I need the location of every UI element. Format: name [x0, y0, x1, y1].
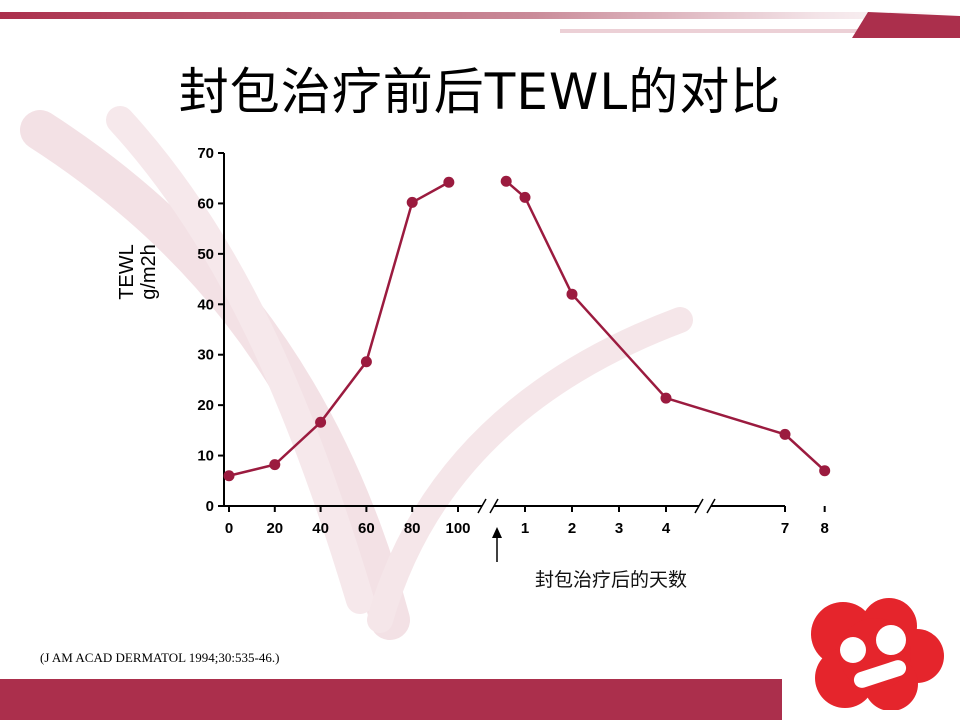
- y-tick-label: 0: [206, 498, 214, 515]
- axis-break-mark: [489, 498, 499, 514]
- data-point: [519, 191, 531, 203]
- data-point: [269, 459, 281, 471]
- data-point: [819, 465, 831, 477]
- x-tick-label: 60: [358, 520, 375, 537]
- x-tick-label: 80: [404, 520, 421, 537]
- x-tick-label: 8: [821, 520, 829, 537]
- citation: (J AM ACAD DERMATOL 1994;30:535-46.): [40, 650, 280, 665]
- bottom-decorative-bar: [0, 679, 782, 720]
- axis-break-mark: [477, 498, 487, 514]
- data-point: [223, 470, 235, 482]
- data-point: [360, 356, 372, 368]
- data-point: [566, 288, 578, 300]
- y-tick-label: 30: [197, 347, 214, 364]
- y-tick-label: 40: [197, 296, 214, 313]
- treatment-start-arrow-icon: [492, 527, 502, 538]
- top-decorative-bar: [0, 12, 960, 38]
- series-line-segment-2: [505, 180, 826, 472]
- data-point: [406, 196, 418, 208]
- x-tick-label: 4: [662, 520, 671, 537]
- x-tick-label: 3: [615, 520, 623, 537]
- y-tick-label: 70: [197, 145, 214, 162]
- x-tick-label: 1: [521, 520, 529, 537]
- data-point: [315, 416, 327, 428]
- x-tick-label: 2: [568, 520, 576, 537]
- slide-title: 封包治疗前后TEWL的对比: [178, 63, 782, 121]
- x-tick-label: 20: [266, 520, 283, 537]
- red-cloud-face-logo-icon: [811, 598, 944, 710]
- data-point: [779, 428, 791, 440]
- data-point: [660, 392, 672, 404]
- data-point: [443, 176, 455, 188]
- data-point: [500, 175, 512, 187]
- y-tick-label: 50: [197, 246, 214, 263]
- x-tick-label: 40: [312, 520, 329, 537]
- y-tick-label: 60: [197, 195, 214, 212]
- series-line-segment-1: [228, 181, 450, 477]
- axis-break-mark: [694, 498, 704, 514]
- axis-break-mark: [706, 498, 716, 514]
- x-tick-label: 7: [781, 520, 789, 537]
- x-tick-label: 0: [225, 520, 233, 537]
- y-tick-label: 10: [197, 448, 214, 465]
- x-axis-note: 封包治疗后的天数: [535, 569, 688, 591]
- y-tick-label: 20: [197, 397, 214, 414]
- x-tick-label: 100: [445, 520, 470, 537]
